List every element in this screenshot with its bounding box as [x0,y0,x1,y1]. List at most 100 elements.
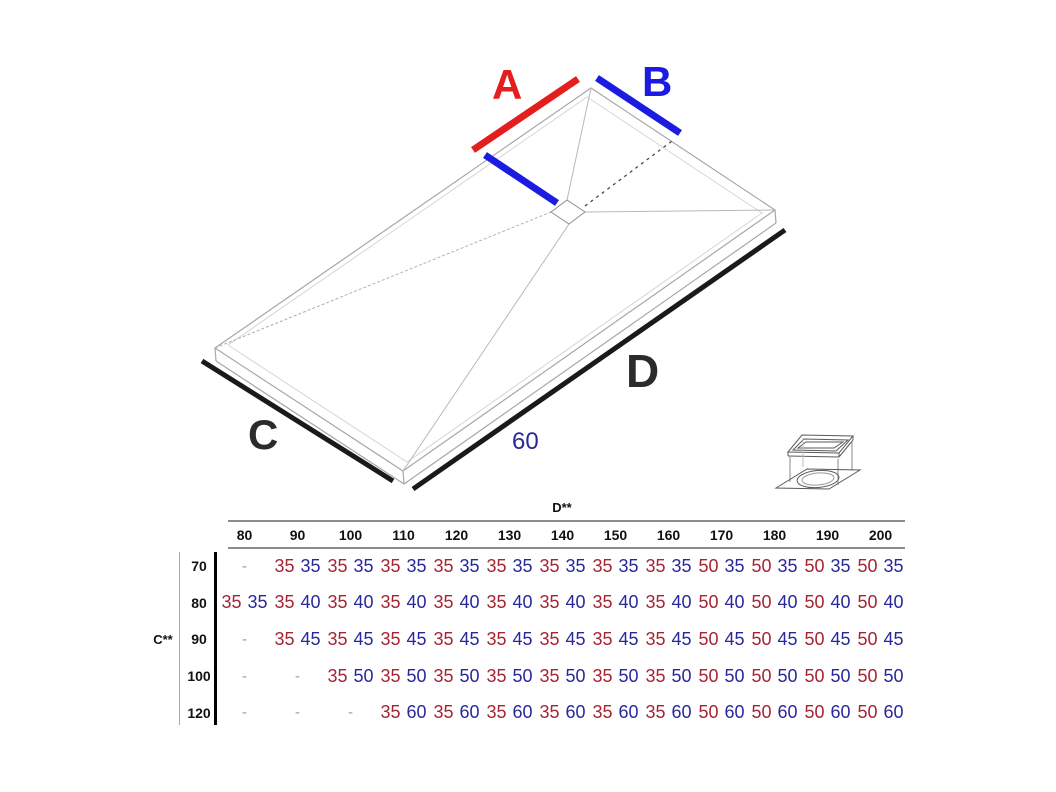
cell-value-red: 35 [486,702,507,723]
table-cell: 35 60 [483,694,536,731]
dim-d-line [411,227,787,492]
cell-value-blue: 40 [565,592,586,613]
table-column-headers: 80 90 100 110 120 130 140 150 160 170 180 190 200 [218,524,907,546]
cell-value-red: 35 [380,628,401,649]
cell-value-blue: 45 [459,628,480,649]
table-cell: 35 45 [271,621,324,658]
cell-value-blue: 60 [618,702,639,723]
cell-value-red: 50 [698,665,719,686]
dim-b-line [595,75,682,136]
column-header: 80 [236,527,253,543]
tray-rim-line [227,96,763,463]
table-cell: 35 50 [324,658,377,695]
table-cell: 35 50 [483,658,536,695]
cell-value-blue: 40 [830,592,851,613]
cell-value-red: 35 [433,555,454,576]
table-cell: 50 50 [854,658,907,695]
cell-value-red: 35 [645,555,666,576]
dim-b-inner-line [483,152,559,206]
cell-value-blue: 45 [353,628,374,649]
cell-value-red: 35 [433,628,454,649]
table-body: -35 35 35 35 35 35 35 35 35 35 35 35 35 35 35 35 50 35 50 3… [218,548,907,731]
dim-b-label: B [642,58,673,105]
fold-line-top [566,87,592,201]
cell-value-red: 35 [274,592,295,613]
column-header: 130 [497,527,522,543]
cell-value-red: 50 [857,702,878,723]
cell-value-blue: 45 [618,628,639,649]
cell-value-red: 35 [645,702,666,723]
row-header: 90 [191,631,207,648]
cell-value-red: 50 [857,665,878,686]
cell-value-blue: 60 [883,702,904,723]
table-cell: 50 45 [695,621,748,658]
table-cell: 35 45 [589,621,642,658]
table-cell: 35 35 [430,548,483,585]
cell-value-red: 50 [751,665,772,686]
empty-cell-dash: - [242,704,247,722]
drain-offset-label: 60 [512,428,539,455]
cell-value-red: 35 [433,665,454,686]
cell-value-red: 35 [645,592,666,613]
table-cell: - [271,658,324,695]
table-cell: 50 40 [695,585,748,622]
cell-value-red: 35 [327,555,348,576]
cell-value-blue: 60 [724,702,745,723]
cell-value-red: 35 [274,555,295,576]
cell-value-blue: 50 [565,665,586,686]
table-cell: 50 60 [801,694,854,731]
cell-value-blue: 60 [406,702,427,723]
column-header: 140 [550,527,575,543]
table-cell: - [218,694,271,731]
table-cell: 50 35 [854,548,907,585]
cell-value-blue: 50 [459,665,480,686]
table-cell: 35 35 [589,548,642,585]
table-left-thin-rule [179,552,180,725]
table-cell: 35 35 [324,548,377,585]
cell-value-red: 35 [486,555,507,576]
cell-value-red: 35 [592,555,613,576]
cell-value-red: 35 [274,628,295,649]
cell-value-blue: 45 [565,628,586,649]
cell-value-blue: 45 [724,628,745,649]
dim-a-label: A [492,61,523,108]
cell-value-red: 50 [804,702,825,723]
fold-line-left [214,211,552,349]
table-cell: 35 50 [589,658,642,695]
cell-value-blue: 60 [671,702,692,723]
table-cell: - [324,694,377,731]
cell-value-red: 50 [857,555,878,576]
cell-value-red: 35 [592,592,613,613]
cell-value-blue: 50 [777,665,798,686]
cell-value-blue: 45 [512,628,533,649]
cell-value-blue: 35 [565,555,586,576]
cell-value-red: 35 [380,702,401,723]
table-cell: 35 35 [642,548,695,585]
empty-cell-dash: - [242,557,247,575]
table-cell: - [271,694,324,731]
cell-value-red: 35 [327,628,348,649]
cell-value-blue: 45 [671,628,692,649]
cell-value-red: 35 [486,592,507,613]
cell-value-blue: 50 [724,665,745,686]
table-cell: 35 60 [377,694,430,731]
table-cell: 50 60 [695,694,748,731]
table-cell: 35 60 [589,694,642,731]
cell-value-blue: 60 [512,702,533,723]
cell-value-red: 50 [751,555,772,576]
cell-value-red: 50 [804,628,825,649]
cell-value-blue: 40 [671,592,692,613]
table-cell: 35 45 [642,621,695,658]
cell-value-blue: 45 [777,628,798,649]
cell-value-blue: 35 [830,555,851,576]
cell-value-red: 50 [751,628,772,649]
table-cell: 35 45 [483,621,536,658]
dim-c-line [200,358,395,484]
table-cell: 35 45 [536,621,589,658]
cell-value-red: 35 [645,665,666,686]
column-header: 150 [603,527,628,543]
cell-value-blue: 40 [724,592,745,613]
cell-value-red: 50 [804,665,825,686]
table-cell: 35 45 [430,621,483,658]
cell-value-red: 35 [433,702,454,723]
